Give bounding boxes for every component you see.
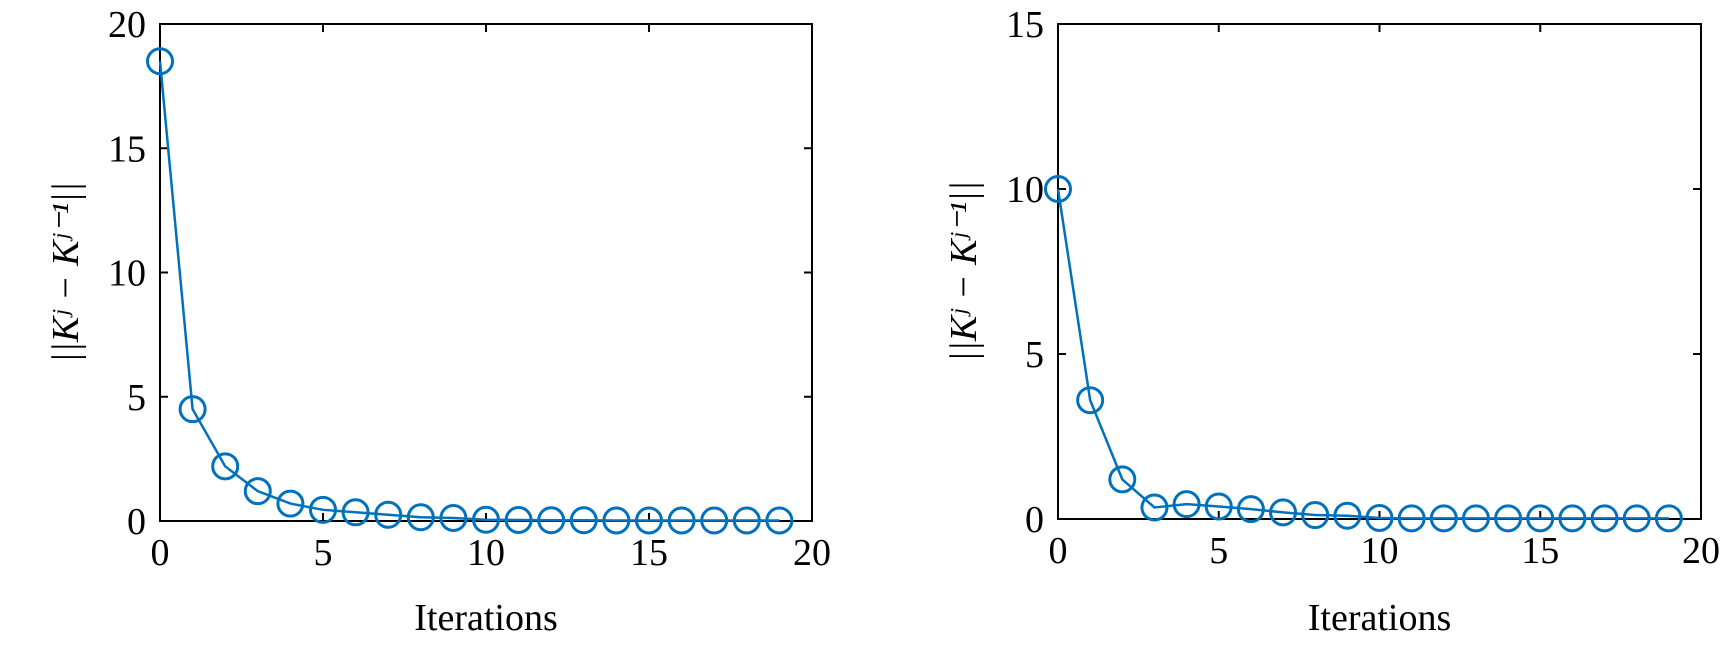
data-marker (1108, 465, 1137, 494)
data-marker (1236, 495, 1265, 524)
y-tick-label: 5 (1025, 334, 1044, 376)
y-tick-label: 0 (1025, 499, 1044, 541)
data-marker (569, 506, 598, 535)
x-tick-label: 15 (1521, 530, 1559, 572)
axes-box (1057, 23, 1702, 520)
data-marker (1558, 504, 1587, 533)
x-tick-label: 0 (1049, 530, 1068, 572)
data-line (1056, 188, 1669, 520)
data-marker (1365, 504, 1394, 533)
data-marker (1590, 504, 1619, 533)
data-marker (374, 500, 403, 529)
y-tick-label: 5 (127, 377, 146, 419)
chart: 0 5 10 15 20 0 5 10 15 20 Iterations ||Kʲ − Kʲ⁻¹|| (45, 4, 831, 639)
data-marker (178, 395, 207, 424)
data-marker (1076, 386, 1105, 415)
data-marker (765, 506, 794, 535)
data-marker (1622, 504, 1651, 533)
axes-box (159, 23, 813, 522)
y-tick-label: 10 (108, 253, 146, 295)
x-tick-label: 5 (314, 532, 333, 574)
chart: 0 5 10 15 20 0 5 10 15 Iterations ||Kʲ − Kʲ⁻¹|| (943, 4, 1720, 639)
data-marker (504, 506, 533, 535)
y-axis-label: ||Kʲ − Kʲ⁻¹|| (45, 182, 87, 363)
data-marker (309, 495, 337, 524)
x-axis-label: Iterations (1308, 597, 1452, 639)
data-marker (602, 506, 631, 535)
data-marker (1494, 504, 1523, 533)
x-axis-label: Iterations (414, 597, 558, 639)
data-marker (472, 505, 500, 534)
x-tick-label: 10 (1361, 530, 1399, 572)
x-tick-label: 15 (630, 532, 668, 574)
x-tick-label: 20 (1682, 530, 1720, 572)
data-marker (243, 477, 272, 506)
y-tick-label: 10 (1006, 169, 1044, 211)
y-axis-label: ||Kʲ − Kʲ⁻¹|| (943, 181, 985, 362)
data-marker (439, 504, 468, 533)
data-marker (732, 506, 761, 535)
data-marker (537, 506, 566, 535)
data-marker (1526, 504, 1555, 533)
data-marker (667, 506, 696, 535)
data-marker (1429, 504, 1458, 533)
data-marker (1301, 501, 1330, 530)
y-tick-label: 0 (127, 501, 146, 543)
data-marker (276, 489, 305, 518)
y-tick-label: 20 (108, 4, 146, 46)
x-tick-label: 5 (1209, 530, 1228, 572)
x-tick-label: 0 (151, 532, 170, 574)
data-marker (1140, 493, 1169, 522)
data-marker (1044, 175, 1072, 203)
data-marker (1269, 498, 1298, 527)
data-marker (211, 452, 240, 481)
data-marker (146, 47, 174, 76)
data-marker (1654, 504, 1683, 533)
y-tick-label: 15 (108, 128, 146, 170)
data-marker (1397, 504, 1426, 533)
data-marker (1172, 490, 1201, 519)
data-marker (341, 498, 370, 527)
data-marker (635, 506, 663, 535)
x-tick-label: 10 (467, 532, 505, 574)
data-marker (700, 506, 729, 535)
x-tick-label: 20 (793, 532, 831, 574)
data-marker (1333, 501, 1362, 530)
data-marker (1461, 504, 1490, 533)
data-marker (406, 503, 435, 532)
y-tick-label: 15 (1006, 4, 1044, 46)
data-marker (1204, 492, 1233, 521)
data-line (158, 61, 780, 522)
